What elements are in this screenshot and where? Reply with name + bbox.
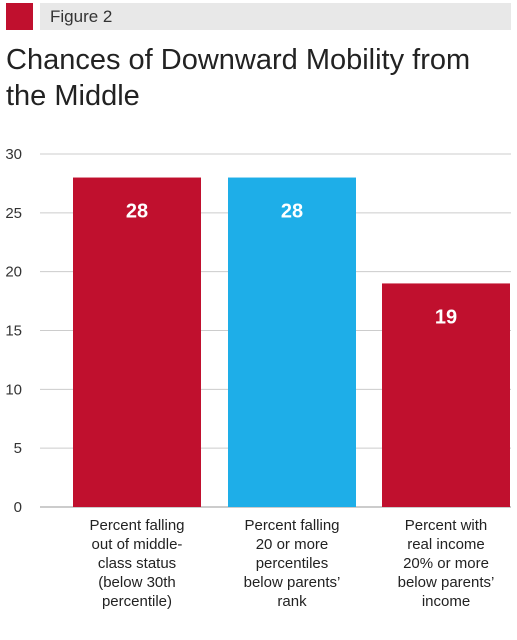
figure-label: Figure 2 bbox=[50, 7, 113, 26]
bar bbox=[73, 177, 201, 508]
y-tick-label: 0 bbox=[14, 499, 22, 516]
y-tick-label: 30 bbox=[5, 146, 22, 163]
bar-value-label: 28 bbox=[126, 201, 148, 223]
y-tick-label: 25 bbox=[5, 205, 22, 222]
category-label-line: 20 or more bbox=[255, 536, 329, 553]
category-label-line: below parents’ bbox=[397, 574, 495, 591]
bar bbox=[228, 177, 356, 508]
figure-header: Figure 2 bbox=[0, 0, 517, 34]
y-tick-label: 10 bbox=[5, 381, 22, 398]
bar-value-label: 28 bbox=[281, 201, 303, 223]
bar bbox=[382, 283, 510, 507]
category-label-line: class status bbox=[97, 555, 177, 572]
y-tick-label: 15 bbox=[5, 323, 22, 340]
y-tick-label: 20 bbox=[5, 264, 22, 281]
category-label-line: (below 30th bbox=[98, 574, 176, 591]
category-label-line: rank bbox=[277, 593, 307, 610]
category-label-line: real income bbox=[407, 536, 485, 553]
bar-value-label: 19 bbox=[435, 306, 457, 328]
figure-marker bbox=[6, 3, 33, 30]
category-label-line: income bbox=[421, 593, 471, 610]
category-label-line: Percent with bbox=[404, 517, 488, 534]
category-label-line: out of middle- bbox=[91, 536, 183, 553]
figure-band: Figure 2 bbox=[40, 3, 511, 30]
category-label-line: percentile) bbox=[101, 593, 173, 610]
chart-title: Chances of Downward Mobility from the Mi… bbox=[6, 44, 471, 112]
category-label: Percent falling out of middle-class statu… bbox=[62, 516, 212, 611]
y-tick-label: 5 bbox=[14, 440, 22, 457]
category-label: Percent falling 20 or more percentiles belo… bbox=[217, 516, 367, 611]
category-label-line: percentiles bbox=[255, 555, 329, 572]
category-label: Percent with real income 20% or more below … bbox=[371, 516, 517, 611]
category-label-line: below parents’ bbox=[243, 574, 341, 591]
category-label-line: Percent falling bbox=[89, 517, 185, 534]
category-label-line: 20% or more bbox=[403, 555, 489, 572]
category-label-line: Percent falling bbox=[244, 517, 340, 534]
